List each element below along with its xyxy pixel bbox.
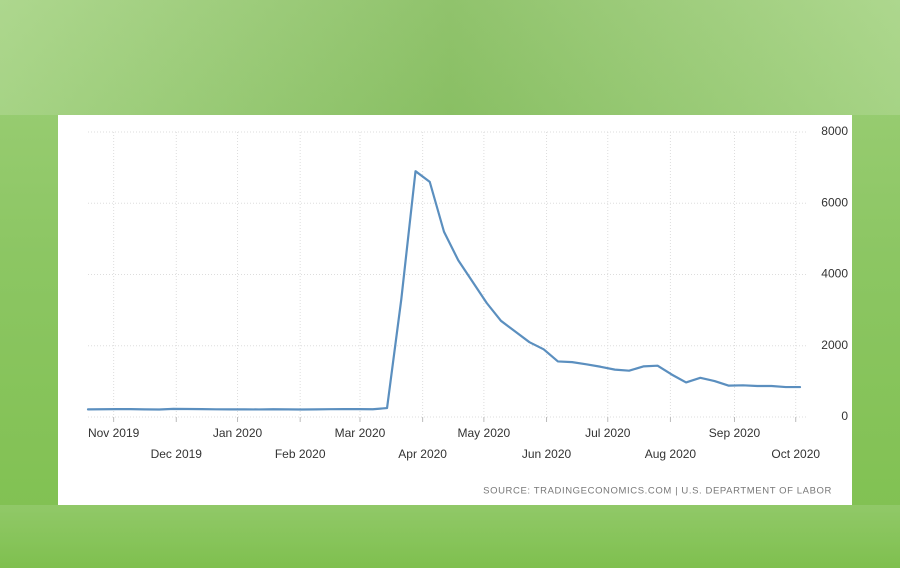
chart-panel <box>58 115 852 505</box>
x-tick-label: Feb 2020 <box>275 447 326 461</box>
y-tick-label: 6000 <box>821 195 848 209</box>
x-tick-label: Nov 2019 <box>88 426 140 440</box>
x-tick-label: Jun 2020 <box>522 447 572 461</box>
x-tick-label: Aug 2020 <box>645 447 697 461</box>
x-tick-label: Sep 2020 <box>709 426 761 440</box>
source-note: SOURCE: TRADINGECONOMICS.COM | U.S. DEPA… <box>483 486 832 497</box>
y-tick-label: 4000 <box>821 267 848 281</box>
x-tick-label: Apr 2020 <box>398 447 447 461</box>
y-tick-label: 8000 <box>821 124 848 138</box>
x-tick-label: May 2020 <box>458 426 511 440</box>
y-tick-label: 0 <box>841 409 848 423</box>
chart: SOURCE: TRADINGECONOMICS.COM | U.S. DEPA… <box>58 115 852 505</box>
data-line <box>86 170 802 411</box>
x-tick-label: Jan 2020 <box>213 426 263 440</box>
y-tick-label: 2000 <box>821 338 848 352</box>
x-tick-label: Mar 2020 <box>335 426 386 440</box>
x-tick-label: Jul 2020 <box>585 426 631 440</box>
x-tick-label: Oct 2020 <box>771 447 820 461</box>
x-tick-label: Dec 2019 <box>151 447 203 461</box>
